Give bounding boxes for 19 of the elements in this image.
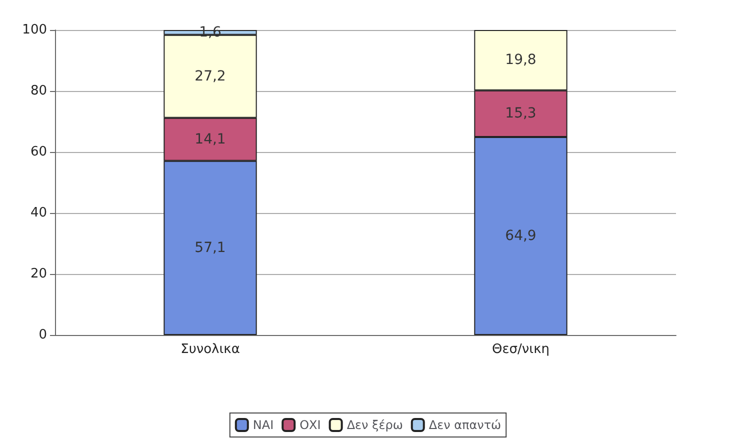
y-tick-label: 80 (30, 84, 47, 98)
x-tick-label: Συνολικα (180, 342, 240, 357)
legend-label: Δεν ξέρω (346, 418, 403, 432)
x-tick-label: Θεσ/νικη (492, 342, 550, 357)
data-label: 14,1 (194, 131, 226, 148)
y-tick-label: 60 (30, 144, 47, 160)
y-tick-label: 0 (38, 328, 47, 342)
data-label: 27,2 (194, 68, 226, 84)
legend-label: ΟΧΙ (300, 418, 321, 432)
data-label: 15,3 (505, 106, 536, 122)
data-label: 64,9 (505, 228, 536, 244)
data-label: 19,8 (505, 52, 536, 68)
y-tick-label: 100 (22, 22, 47, 38)
y-tick-label: 20 (30, 266, 47, 282)
data-label: 57,1 (194, 240, 226, 256)
legend-label: Δεν απαντώ (428, 418, 502, 432)
data-label: 1,6 (199, 24, 222, 40)
legend-label: ΝΑΙ (252, 418, 274, 432)
y-tick-label: 40 (30, 206, 47, 220)
